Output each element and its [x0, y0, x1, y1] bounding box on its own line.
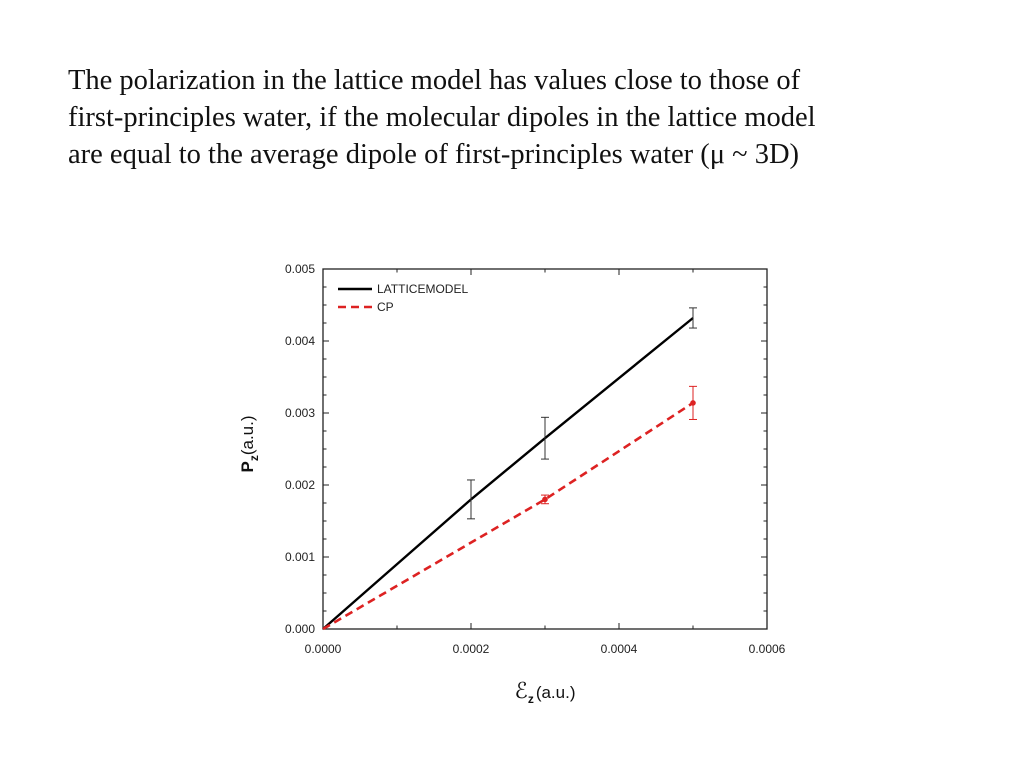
- y-tick-label: 0.001: [285, 550, 315, 564]
- y-axis-label: Pz(a.u.): [238, 415, 261, 472]
- series-line-0: [322, 317, 694, 630]
- x-tick-label: 0.0002: [453, 642, 490, 656]
- legend-label-0: LATTICEMODEL: [377, 282, 468, 296]
- y-axis-label-sub: z: [247, 455, 261, 461]
- legend-label-1: CP: [377, 300, 394, 314]
- y-tick-label: 0.003: [285, 406, 315, 420]
- x-tick-label: 0.0000: [305, 642, 342, 656]
- y-tick-label: 0.004: [285, 334, 315, 348]
- y-axis-label-main: P: [238, 461, 257, 472]
- data-point: [542, 496, 548, 503]
- x-tick-label: 0.0006: [749, 642, 786, 656]
- x-axis-label-sub: z: [528, 692, 534, 706]
- x-axis-label: ℰz (a.u.): [514, 679, 575, 706]
- x-tick-label: 0.0004: [601, 642, 638, 656]
- caption-line-2: first-principles water, if the molecular…: [68, 102, 816, 133]
- y-tick-label: 0.005: [285, 262, 315, 276]
- y-tick-label: 0.002: [285, 478, 315, 492]
- series-line-1: [322, 401, 694, 631]
- x-axis-label-main: ℰ: [514, 679, 527, 704]
- caption-line-3: are equal to the average dipole of first…: [68, 139, 800, 170]
- y-tick-label: 0.000: [285, 622, 315, 636]
- y-axis-label-unit: (a.u.): [238, 415, 257, 455]
- x-axis-label-unit: (a.u.): [536, 683, 576, 702]
- data-point: [690, 400, 696, 406]
- caption-line-1: The polarization in the lattice model ha…: [68, 65, 801, 96]
- caption: The polarization in the lattice model ha…: [68, 62, 988, 173]
